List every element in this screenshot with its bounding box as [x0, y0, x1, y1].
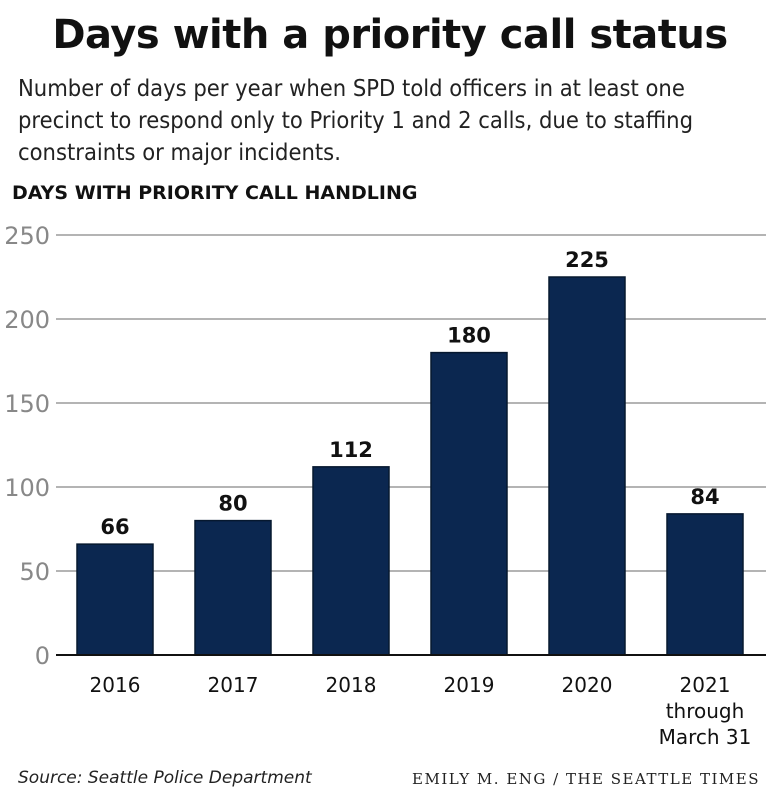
chart-title: Days with a priority call status — [52, 12, 728, 58]
x-tick-label: 2017 — [208, 673, 259, 697]
x-tick-label: 2021 — [680, 673, 731, 697]
bar — [548, 276, 626, 656]
x-tick-label: March 31 — [659, 725, 752, 749]
data-label: 66 — [100, 515, 129, 539]
data-label: 112 — [329, 438, 373, 462]
y-tick-label: 50 — [19, 558, 50, 586]
x-tick-label: through — [666, 699, 745, 723]
bar — [76, 543, 154, 656]
bar — [666, 513, 744, 656]
data-label: 84 — [690, 485, 719, 509]
source-note: Source: Seattle Police Department — [18, 768, 312, 788]
x-tick-label: 2018 — [326, 673, 377, 697]
credit-line: EMILY M. ENG / THE SEATTLE TIMES — [412, 770, 760, 788]
y-tick-label: 150 — [4, 390, 50, 418]
bar — [312, 466, 390, 656]
data-label: 80 — [218, 492, 247, 516]
y-tick-label: 0 — [35, 642, 50, 670]
x-tick-label: 2020 — [562, 673, 613, 697]
data-label: 180 — [447, 324, 491, 348]
data-label: 225 — [565, 248, 609, 272]
x-tick-label: 2019 — [444, 673, 495, 697]
bar — [430, 351, 508, 656]
y-tick-label: 250 — [4, 222, 50, 250]
chart-subtitle: Number of days per year when SPD told of… — [18, 74, 694, 166]
y-tick-label: 100 — [4, 474, 50, 502]
bar — [194, 519, 272, 656]
y-axis-title: DAYS WITH PRIORITY CALL HANDLING — [12, 182, 418, 204]
x-tick-label: 2016 — [90, 673, 141, 697]
y-tick-label: 200 — [4, 306, 50, 334]
